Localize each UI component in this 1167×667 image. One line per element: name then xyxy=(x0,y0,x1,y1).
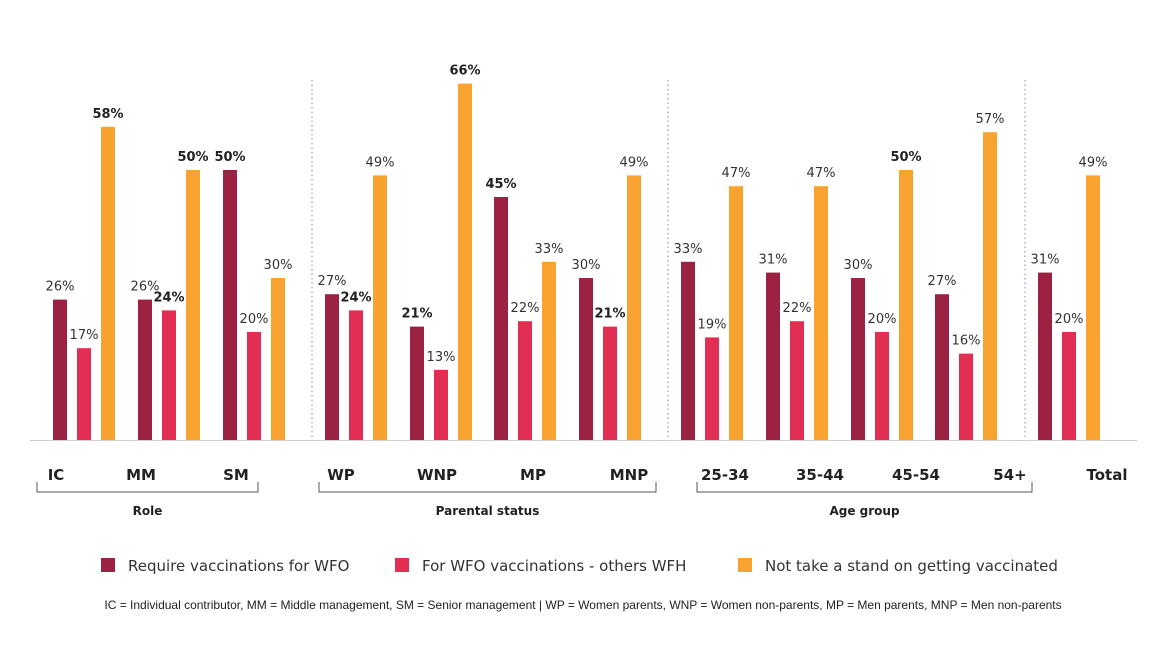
bar-54+-s3 xyxy=(983,132,997,440)
bar-45-54-s3 xyxy=(899,170,913,440)
group-label-2: Parental status xyxy=(436,504,540,518)
legend-label-1: Require vaccinations for WFO xyxy=(128,557,349,575)
data-label-WNP-s2: 13% xyxy=(427,350,456,365)
bar-MNP-s2 xyxy=(603,326,617,440)
bar-Total-s1 xyxy=(1038,272,1052,440)
data-label-WNP-s1: 21% xyxy=(401,307,432,322)
data-label-25-34-s1: 33% xyxy=(674,242,703,257)
category-label-MM: MM xyxy=(126,466,156,484)
bar-25-34-s1 xyxy=(681,261,695,440)
bar-WNP-s3 xyxy=(458,83,472,440)
bar-Total-s2 xyxy=(1062,332,1076,440)
data-label-MM-s2: 24% xyxy=(153,290,184,305)
data-label-MP-s1: 45% xyxy=(485,177,516,192)
data-label-45-54-s3: 50% xyxy=(890,150,921,165)
bar-WP-s2 xyxy=(349,310,363,440)
bar-WNP-s1 xyxy=(410,326,424,440)
category-label-Total: Total xyxy=(1087,466,1128,484)
data-label-25-34-s2: 19% xyxy=(698,317,727,332)
category-label-SM: SM xyxy=(223,466,249,484)
data-label-WP-s2: 24% xyxy=(340,290,371,305)
category-label-WNP: WNP xyxy=(417,466,457,484)
bar-MP-s2 xyxy=(518,321,532,440)
bar-45-54-s1 xyxy=(851,278,865,440)
bar-Total-s3 xyxy=(1086,175,1100,440)
data-label-54+-s2: 16% xyxy=(952,334,981,349)
data-label-MNP-s3: 49% xyxy=(620,155,649,170)
group-label-1: Role xyxy=(133,504,163,518)
data-label-MM-s3: 50% xyxy=(177,150,208,165)
bar-IC-s2 xyxy=(77,348,91,440)
data-label-IC-s2: 17% xyxy=(70,328,99,343)
bar-25-34-s3 xyxy=(729,186,743,440)
category-label-54+: 54+ xyxy=(993,466,1026,484)
data-label-MP-s3: 33% xyxy=(535,242,564,257)
bar-MP-s3 xyxy=(542,261,556,440)
bar-SM-s3 xyxy=(271,278,285,440)
bar-SM-s1 xyxy=(223,170,237,440)
data-label-54+-s3: 57% xyxy=(976,112,1005,127)
group-bracket-2 xyxy=(318,482,657,493)
bar-35-44-s3 xyxy=(814,186,828,440)
category-label-25-34: 25-34 xyxy=(701,466,749,484)
bar-MM-s2 xyxy=(162,310,176,440)
bar-54+-s2 xyxy=(959,353,973,440)
legend-swatch-1 xyxy=(101,558,115,572)
legend-label-2: For WFO vaccinations - others WFH xyxy=(422,557,686,575)
data-label-Total-s3: 49% xyxy=(1079,155,1108,170)
data-label-25-34-s3: 47% xyxy=(722,166,751,181)
data-label-IC-s3: 58% xyxy=(92,107,123,122)
data-label-SM-s2: 20% xyxy=(240,312,269,327)
bar-54+-s1 xyxy=(935,294,949,440)
category-label-MP: MP xyxy=(520,466,546,484)
group-bracket-3 xyxy=(696,482,1033,493)
data-label-45-54-s2: 20% xyxy=(868,312,897,327)
data-label-54+-s1: 27% xyxy=(928,274,957,289)
bar-MP-s1 xyxy=(494,197,508,440)
bar-WP-s3 xyxy=(373,175,387,440)
data-label-WP-s1: 27% xyxy=(318,274,347,289)
data-label-WP-s3: 49% xyxy=(366,155,395,170)
bar-IC-s3 xyxy=(101,126,115,441)
data-label-MM-s1: 26% xyxy=(131,280,160,295)
data-label-35-44-s2: 22% xyxy=(783,301,812,316)
legend-label-3: Not take a stand on getting vaccinated xyxy=(765,557,1058,575)
bar-WNP-s2 xyxy=(434,369,448,440)
data-label-35-44-s3: 47% xyxy=(807,166,836,181)
bar-SM-s2 xyxy=(247,332,261,440)
data-label-WNP-s3: 66% xyxy=(449,64,480,79)
bar-MM-s1 xyxy=(138,299,152,440)
data-label-45-54-s1: 30% xyxy=(844,258,873,273)
data-label-MNP-s1: 30% xyxy=(572,258,601,273)
data-label-IC-s1: 26% xyxy=(46,280,75,295)
category-label-WP: WP xyxy=(327,466,355,484)
data-label-SM-s3: 30% xyxy=(264,258,293,273)
category-label-IC: IC xyxy=(48,466,65,484)
data-label-MNP-s2: 21% xyxy=(594,307,625,322)
data-label-35-44-s1: 31% xyxy=(759,253,788,268)
data-label-SM-s1: 50% xyxy=(214,150,245,165)
data-label-Total-s2: 20% xyxy=(1055,312,1084,327)
bar-WP-s1 xyxy=(325,294,339,440)
legend-swatch-2 xyxy=(395,558,409,572)
bar-MNP-s1 xyxy=(579,278,593,440)
bar-45-54-s2 xyxy=(875,332,889,440)
bar-35-44-s2 xyxy=(790,321,804,440)
group-label-3: Age group xyxy=(829,504,899,518)
data-label-Total-s1: 31% xyxy=(1031,253,1060,268)
bar-IC-s1 xyxy=(53,299,67,440)
bar-MNP-s3 xyxy=(627,175,641,440)
data-label-MP-s2: 22% xyxy=(511,301,540,316)
footnote: IC = Individual contributor, MM = Middle… xyxy=(104,598,1061,612)
category-label-35-44: 35-44 xyxy=(796,466,844,484)
category-label-MNP: MNP xyxy=(610,466,648,484)
bar-MM-s3 xyxy=(186,170,200,440)
bar-35-44-s1 xyxy=(766,272,780,440)
legend-swatch-3 xyxy=(738,558,752,572)
category-label-45-54: 45-54 xyxy=(892,466,940,484)
group-bracket-1 xyxy=(36,482,259,493)
bar-25-34-s2 xyxy=(705,337,719,440)
